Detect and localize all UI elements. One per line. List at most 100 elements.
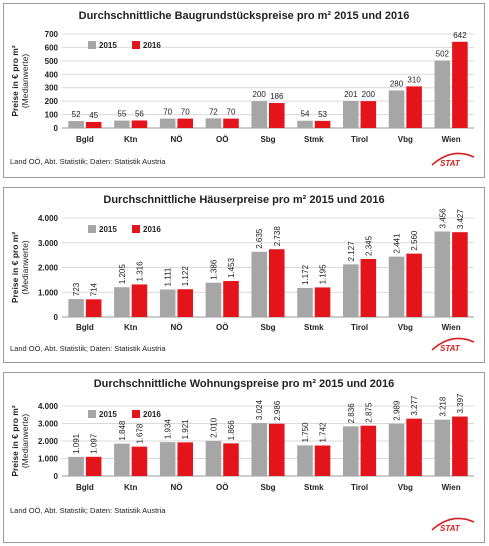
data-label: 1.097 — [90, 433, 99, 454]
x-category-label: NÖ — [170, 135, 182, 144]
data-label: 70 — [163, 108, 172, 117]
data-label: 1.205 — [118, 264, 127, 285]
chart-haeuser: Durchschnittliche Häuserpreise pro m² 20… — [10, 194, 475, 353]
bar-2015 — [388, 423, 405, 476]
data-label: 1.921 — [181, 419, 190, 440]
chart-panel-baugrund: Durchschnittliche Baugrundstückspreise p… — [3, 3, 485, 178]
x-category-label: Wien — [442, 483, 461, 492]
data-label: 2.127 — [347, 241, 356, 262]
y-tick-label: 3.000 — [38, 420, 59, 429]
y-tick-label: 3.000 — [38, 239, 59, 248]
data-label: 2.635 — [255, 228, 264, 249]
data-label: 56 — [135, 109, 144, 118]
bar-2015 — [434, 60, 451, 128]
x-category-label: NÖ — [170, 323, 182, 332]
bar-2016 — [406, 418, 422, 476]
data-label: 1.122 — [181, 266, 190, 287]
data-label: 280 — [390, 79, 404, 88]
data-label: 1.848 — [118, 420, 127, 441]
bar-2016 — [85, 121, 102, 128]
bar-2016 — [85, 299, 102, 317]
y-tick-label: 1.000 — [38, 288, 59, 297]
x-category-label: Sbg — [260, 135, 275, 144]
bar-2015 — [434, 419, 451, 476]
data-label: 3.456 — [438, 208, 447, 229]
bar-2015 — [251, 251, 267, 317]
y-axis-label: Preise in € pro m² — [10, 45, 20, 116]
stat-logo: STAT — [431, 152, 475, 168]
y-tick-label: 2.000 — [38, 264, 59, 273]
x-category-label: Bgld — [76, 483, 94, 492]
bar-2015 — [114, 443, 130, 476]
data-label: 2.010 — [209, 417, 218, 438]
bar-2015 — [205, 440, 222, 476]
y-tick-label: 200 — [45, 97, 59, 106]
bar-2016 — [360, 425, 377, 476]
data-label: 502 — [436, 50, 450, 59]
y-tick-label: 2.000 — [38, 437, 59, 446]
bar-2016 — [314, 287, 331, 317]
x-category-label: OÖ — [216, 135, 228, 144]
y-tick-label: 4.000 — [38, 402, 59, 411]
x-category-label: Bgld — [76, 135, 94, 144]
x-category-label: OÖ — [216, 323, 228, 332]
x-category-label: Wien — [442, 323, 461, 332]
data-label: 45 — [89, 111, 98, 120]
legend-label: 2016 — [143, 225, 161, 234]
x-category-label: Wien — [442, 135, 461, 144]
x-category-label: Vbg — [398, 135, 413, 144]
data-label: 1.453 — [227, 257, 236, 278]
data-label: 723 — [72, 282, 81, 296]
stat-logo-swoosh — [431, 517, 475, 531]
bar-2015 — [205, 282, 222, 317]
bar-2015 — [434, 231, 451, 317]
chart-panel-haeuser: Durchschnittliche Häuserpreise pro m² 20… — [3, 187, 485, 363]
data-label: 1.742 — [319, 422, 328, 443]
data-label: 52 — [72, 110, 81, 119]
bar-2016 — [452, 41, 468, 128]
data-label: 714 — [90, 282, 99, 296]
data-label: 200 — [362, 90, 376, 99]
bar-2016 — [406, 86, 422, 128]
bar-2016 — [177, 442, 194, 476]
data-label: 200 — [253, 90, 267, 99]
data-label: 2.875 — [364, 402, 373, 423]
x-category-label: Stmk — [304, 135, 324, 144]
bar-2015 — [251, 423, 267, 476]
legend-swatch-2016 — [132, 225, 140, 233]
legend-label: 2015 — [99, 410, 117, 419]
data-label: 1.316 — [135, 261, 144, 282]
data-label: 1.934 — [164, 419, 173, 440]
y-tick-label: 400 — [45, 70, 59, 79]
data-label: 1.678 — [135, 423, 144, 444]
y-tick-label: 500 — [45, 57, 59, 66]
bar-2015 — [297, 287, 313, 317]
stat-logo-text: STAT — [440, 159, 461, 168]
bar-2016 — [85, 456, 102, 476]
bar-2016 — [360, 101, 377, 128]
bar-2015 — [114, 287, 130, 317]
bar-2015 — [342, 426, 359, 476]
x-category-label: Ktn — [124, 483, 137, 492]
source-note: Land OÖ, Abt. Statistik; Daten: Statisti… — [10, 506, 166, 515]
x-category-label: Sbg — [260, 323, 275, 332]
y-tick-label: 4.000 — [38, 214, 59, 223]
stat-logo-swoosh — [431, 152, 475, 166]
data-label: 53 — [318, 110, 327, 119]
chart-wohnungen: Durchschnittliche Wohnungspreise pro m² … — [10, 378, 475, 533]
bar-2015 — [205, 118, 222, 128]
y-tick-label: 0 — [54, 472, 59, 481]
y-tick-label: 600 — [45, 43, 59, 52]
bar-2015 — [342, 101, 359, 128]
bar-2015 — [297, 120, 313, 128]
y-axis-label-sub: (Medianwerte) — [20, 54, 30, 108]
bar-2015 — [114, 120, 130, 128]
legend-swatch-2016 — [132, 410, 140, 418]
chart-panel-wohnungen: Durchschnittliche Wohnungspreise pro m² … — [3, 372, 485, 543]
bar-2015 — [159, 442, 176, 476]
data-label: 201 — [344, 90, 358, 99]
bar-2016 — [269, 423, 285, 476]
legend-label: 2016 — [143, 41, 161, 50]
chart-title: Durchschnittliche Wohnungspreise pro m² … — [94, 378, 395, 390]
bar-2016 — [452, 232, 468, 317]
